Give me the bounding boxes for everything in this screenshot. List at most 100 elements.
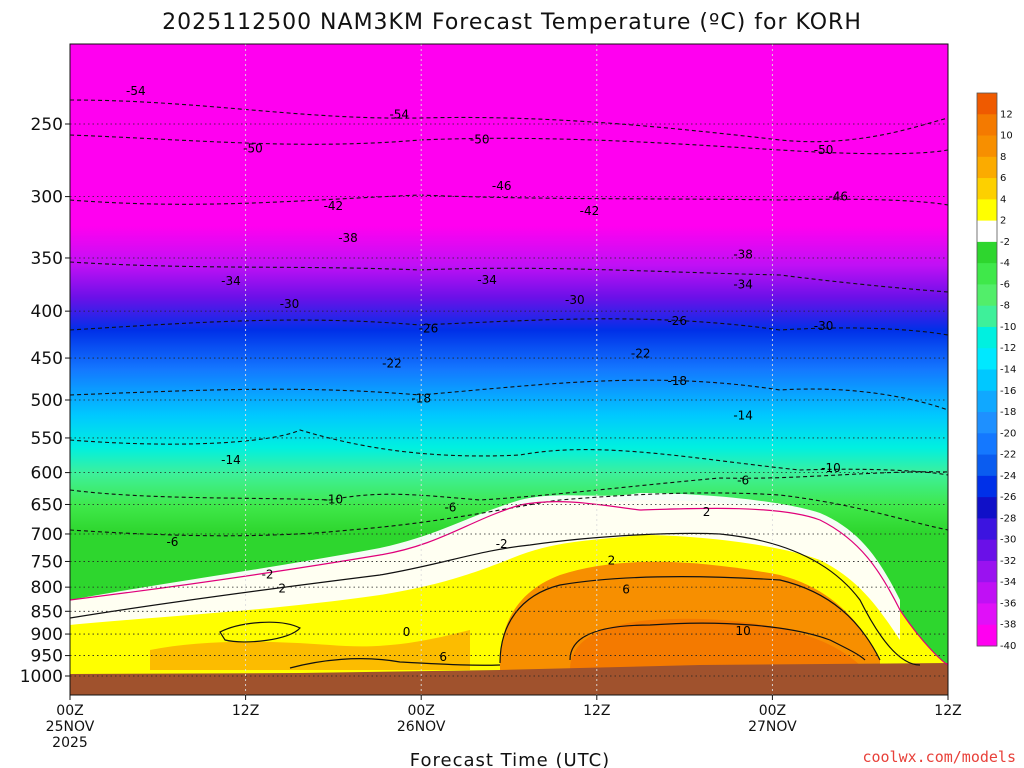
isotherm-label-text: 2 (703, 505, 711, 519)
isotherm-label: -50 (470, 133, 490, 147)
isotherm-label-text: 6 (622, 583, 630, 597)
isotherm-label: -18 (667, 374, 687, 388)
colorbar-label: -10 (1000, 322, 1016, 333)
isotherm-labels: -54 -54 -50 -50 -50 -46 -46 -42 -42 -38 -38 -34 -34 -… (126, 84, 848, 664)
colorbar-label: 2 (1000, 216, 1006, 227)
isotherm-label-text: -6 (737, 473, 749, 487)
isotherm-label: 2 (703, 505, 711, 519)
colorbar-swatch (977, 390, 997, 413)
isotherm-label-text: -14 (221, 453, 241, 467)
isotherm-label-text: -18 (667, 374, 687, 388)
y-tick-label: 450 (31, 349, 63, 369)
colorbar-swatch (977, 603, 997, 626)
y-tick-label: 250 (31, 115, 63, 135)
colorbar-swatch (977, 220, 997, 243)
isotherm-label-text: -34 (733, 277, 753, 291)
colorbar-label: 6 (1000, 173, 1006, 184)
y-tick-label: 550 (31, 429, 63, 449)
colorbar-swatch (977, 178, 997, 200)
y-tick-label: 600 (31, 464, 63, 484)
colorbar-label: 12 (1000, 109, 1013, 120)
colorbar-label: -26 (1000, 492, 1016, 503)
isotherm-label-text: -46 (492, 179, 512, 193)
colorbar-label: -28 (1000, 513, 1016, 524)
plot-frame (69, 43, 949, 696)
colorbar-swatch (977, 326, 997, 349)
grid (70, 44, 948, 695)
isotherm-label-text: -34 (477, 273, 497, 287)
isotherm-label: -14 (221, 453, 241, 467)
colorbar-swatch (977, 199, 997, 222)
warm-isotherm-lines (70, 532, 921, 669)
chart-title: 2025112500 NAM3KM Forecast Temperature (… (162, 10, 862, 35)
y-tick-label: 500 (31, 391, 63, 411)
x-tick-label: 00Z (407, 703, 434, 719)
isotherm-label-text: -2 (262, 568, 274, 582)
x-tick-label: 00Z (759, 703, 786, 719)
x-tick-label: 00Z (56, 703, 83, 719)
isotherm-label-text: -30 (280, 297, 300, 311)
isotherm-label-text: -26 (419, 322, 439, 336)
colorbar-label: -12 (1000, 343, 1016, 354)
isotherm-label: -18 (411, 391, 431, 405)
isotherm-label: -22 (382, 356, 402, 370)
y-tick-label: 750 (31, 552, 63, 572)
colorbar-swatch (977, 454, 997, 477)
y-tick-label: 900 (31, 625, 63, 645)
y-tick-label: 350 (31, 249, 63, 269)
colorbar-swatch (977, 305, 997, 328)
colorbar-label: -20 (1000, 428, 1016, 439)
isotherm-label: -46 (492, 179, 512, 193)
colorbar-label: -18 (1000, 407, 1016, 418)
colorbar-swatch (977, 518, 997, 541)
isotherm-label: -2 (496, 537, 508, 551)
isotherm-label: -30 (814, 319, 834, 333)
colorbar-label: 10 (1000, 131, 1013, 142)
isotherm-label-text: -14 (733, 409, 753, 423)
colorbar-swatch (977, 412, 997, 434)
x-tick-label: 25NOV (46, 719, 95, 735)
colorbar-swatch (977, 539, 997, 562)
isotherm-label-text: 10 (735, 624, 750, 638)
isotherm-label-text: 6 (439, 650, 447, 664)
colorbar-swatch (977, 475, 997, 498)
colorbar-label: -38 (1000, 620, 1016, 631)
colorbar-swatch (977, 284, 997, 307)
isotherm-label-text: 2 (608, 553, 616, 567)
isotherm-label: 10 (735, 624, 750, 638)
isotherm-label: 6 (622, 583, 630, 597)
isotherm-label: -30 (280, 297, 300, 311)
isotherm-label: -34 (733, 277, 753, 291)
isotherm-label: -54 (389, 107, 409, 121)
colorbar-swatch (977, 433, 997, 456)
isotherm-label: 2 (278, 582, 286, 596)
isotherm-label-text: -38 (733, 248, 753, 262)
colorbar-label: -22 (1000, 450, 1016, 461)
colorbar-swatch (977, 263, 997, 285)
isotherm-label-text: -6 (444, 501, 456, 515)
colorbar-label: -2 (1000, 237, 1010, 248)
y-tick-label: 400 (31, 302, 63, 322)
isotherm-label: -42 (580, 204, 600, 218)
y-tick-label: 700 (31, 525, 63, 545)
colorbar-swatch (977, 369, 997, 392)
colorbar-label: -34 (1000, 577, 1016, 588)
isotherm-label-text: -46 (828, 190, 848, 204)
colorbar-swatch (977, 582, 997, 604)
colorbar-frame (976, 92, 998, 647)
colorbar-label: -24 (1000, 471, 1016, 482)
y-tick-label: 300 (31, 188, 63, 208)
isotherm-label: -54 (126, 84, 146, 98)
colorbar-swatch (977, 156, 997, 179)
y-tick-label: 650 (31, 495, 63, 515)
isotherm-label-text: -22 (631, 347, 651, 361)
x-tick-label: 12Z (232, 703, 259, 719)
isotherm-label: -50 (243, 142, 263, 156)
isotherm-label-text: -42 (324, 199, 344, 213)
y-tick-label: 1000 (20, 667, 63, 687)
isotherm-label-text: -18 (411, 391, 431, 405)
isotherm-label-text: 2 (278, 582, 286, 596)
plot-area: -54 -54 -50 -50 -50 -46 -46 -42 -42 -38 -38 -34 -34 -… (70, 44, 948, 695)
colorbar-label: -40 (1000, 641, 1016, 652)
